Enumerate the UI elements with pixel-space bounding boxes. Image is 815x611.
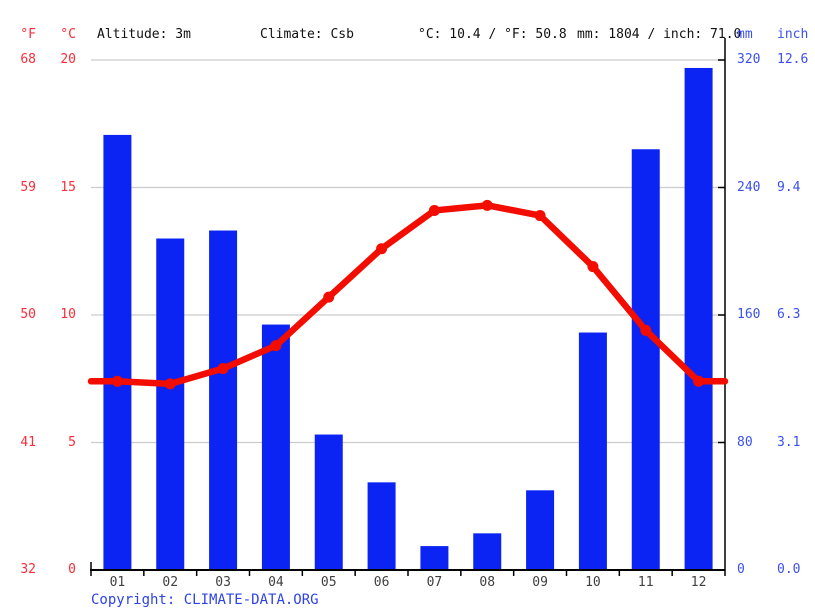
temp-point-05 [323,291,335,303]
copyright-line: Copyright: CLIMATE-DATA.ORG [91,592,319,608]
bar-month-12 [684,67,713,570]
month-label-03: 03 [215,575,231,590]
bar-month-09 [526,490,555,570]
temp-point-10 [587,261,599,273]
temp-point-02 [164,378,176,390]
left-axis-f-label: 32 [20,562,36,577]
month-label-02: 02 [162,575,179,590]
right-axis-mm-label: 80 [737,434,753,450]
right-axis-mm-label: 0 [737,562,745,577]
bar-month-04 [261,324,290,570]
month-label-04: 04 [268,575,284,590]
header-mm-unit: mm [737,27,753,42]
month-label-09: 09 [532,575,548,590]
header-precip: mm: 1804 / inch: 71.0 [577,27,742,42]
left-axis-c-label: 10 [60,307,76,322]
temp-point-12 [693,375,705,387]
left-axis-c-label: 20 [60,52,76,67]
bar-month-06 [367,482,396,570]
header-inch-unit: inch [777,27,809,42]
right-axis-inch-label: 9.4 [777,179,801,195]
temperature-line [87,202,729,388]
bar-month-07 [420,546,449,570]
month-label-01: 01 [109,575,126,590]
month-label-11: 11 [637,575,654,590]
right-axis-inch-label: 12.6 [777,52,809,67]
left-axis-f-label: 50 [20,307,36,322]
right-axis-inch-label: 0.0 [777,562,801,577]
header-climate: Climate: Csb [260,27,354,42]
bar-month-05 [314,434,343,570]
month-label-10: 10 [585,575,601,590]
copyright-label: Copyright: [91,592,176,608]
temp-point-01 [111,375,123,387]
temp-point-06 [376,243,388,255]
temp-point-07 [428,204,440,216]
right-axis-inch-label: 3.1 [777,434,801,450]
bar-month-08 [473,533,502,570]
left-axis-c-label: 0 [68,562,76,577]
month-label-06: 06 [373,575,390,590]
header-avg-temp: °C: 10.4 / °F: 50.8 [418,27,567,42]
month-label-12: 12 [690,575,707,590]
header-altitude: Altitude: 3m [97,27,191,42]
header-c-unit: °C [60,27,76,42]
left-axis-c-label: 5 [68,434,76,450]
bar-month-02 [156,238,185,570]
month-label-08: 08 [479,575,496,590]
header-f-unit: °F [20,27,36,42]
bar-month-01 [103,134,132,570]
bar-month-11 [631,149,660,570]
temp-point-04 [270,340,282,352]
right-axis-mm-label: 240 [737,179,761,195]
right-axis-mm-label: 320 [737,52,761,67]
temp-point-11 [640,324,652,336]
temp-point-09 [534,210,546,222]
bar-month-10 [578,332,607,570]
temp-point-08 [481,199,493,211]
right-axis-inch-label: 6.3 [777,307,801,322]
left-axis-f-label: 68 [20,52,36,67]
left-axis-c-label: 15 [60,179,76,195]
right-axis-mm-label: 160 [737,307,761,322]
temp-point-03 [217,363,229,375]
bar-month-03 [209,230,238,570]
climate-data-org-link[interactable]: CLIMATE-DATA.ORG [183,592,319,608]
left-axis-f-label: 59 [20,179,36,195]
month-label-07: 07 [426,575,443,590]
month-label-05: 05 [320,575,337,590]
left-axis-f-label: 41 [20,434,36,450]
